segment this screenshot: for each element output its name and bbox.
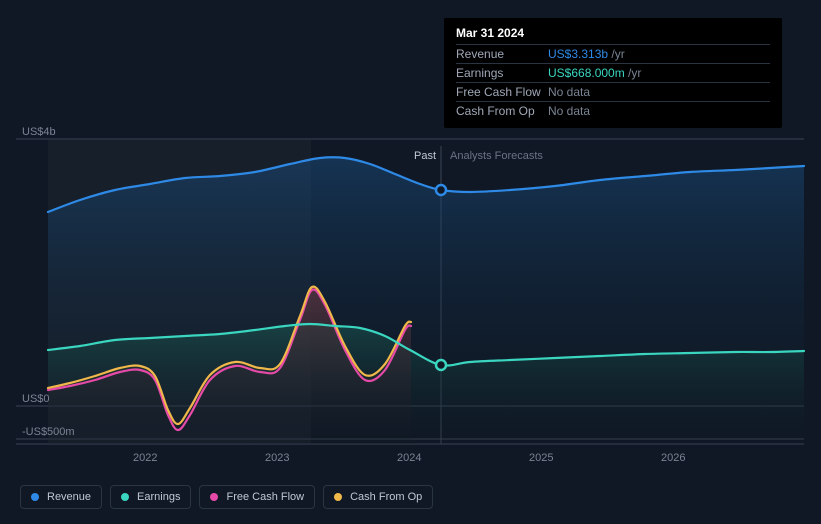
tooltip-row-value: No data (548, 85, 590, 99)
earnings-dot-icon (121, 493, 129, 501)
legend-item-label: Free Cash Flow (226, 491, 304, 503)
tooltip-row-value: US$668.000m /yr (548, 66, 641, 80)
x-tick-label-4: 2026 (661, 452, 685, 464)
fcf-dot-icon (210, 493, 218, 501)
tooltip-row-free-cash-flow: Free Cash FlowNo data (456, 82, 770, 101)
tooltip-row-label: Revenue (456, 47, 548, 61)
x-tick-label-0: 2022 (133, 452, 157, 464)
past-label: Past (414, 150, 436, 162)
tooltip-row-label: Earnings (456, 66, 548, 80)
legend-item-label: Earnings (137, 491, 180, 503)
y-tick-label-0: US$4b (22, 126, 56, 138)
forecast-label: Analysts Forecasts (450, 150, 543, 162)
tooltip-date: Mar 31 2024 (456, 26, 770, 40)
legend-item-fcf[interactable]: Free Cash Flow (199, 485, 315, 509)
tooltip-row-value: No data (548, 104, 590, 118)
legend-item-label: Cash From Op (350, 491, 422, 503)
cfo-dot-icon (334, 493, 342, 501)
x-tick-label-3: 2025 (529, 452, 553, 464)
tooltip-row-value: US$3.313b /yr (548, 47, 625, 61)
x-tick-label-1: 2023 (265, 452, 289, 464)
y-tick-label-1: US$0 (22, 393, 50, 405)
legend-item-label: Revenue (47, 491, 91, 503)
tooltip-row-revenue: RevenueUS$3.313b /yr (456, 44, 770, 63)
legend-item-earnings[interactable]: Earnings (110, 485, 191, 509)
revenue-dot-icon (31, 493, 39, 501)
tooltip-row-label: Cash From Op (456, 104, 548, 118)
x-tick-label-2: 2024 (397, 452, 421, 464)
tooltip-row-label: Free Cash Flow (456, 85, 548, 99)
y-tick-label-2: -US$500m (22, 426, 75, 438)
legend-item-revenue[interactable]: Revenue (20, 485, 102, 509)
tooltip-row-earnings: EarningsUS$668.000m /yr (456, 63, 770, 82)
legend-item-cfo[interactable]: Cash From Op (323, 485, 433, 509)
chart-legend: Revenue Earnings Free Cash Flow Cash From O… (20, 485, 433, 509)
financials-chart: US$4b US$0 -US$500m 2022 2023 2024 2025 … (0, 0, 821, 524)
tooltip-row-cash-from-op: Cash From OpNo data (456, 101, 770, 120)
chart-tooltip: Mar 31 2024 RevenueUS$3.313b /yrEarnings… (444, 18, 782, 128)
